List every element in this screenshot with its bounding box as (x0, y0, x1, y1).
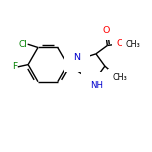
Text: F: F (12, 62, 17, 71)
Text: CH₃: CH₃ (126, 40, 140, 49)
Text: NH: NH (90, 81, 103, 90)
Text: O: O (117, 40, 124, 48)
Text: O: O (102, 26, 110, 35)
Text: N: N (73, 53, 80, 62)
Text: Cl: Cl (18, 40, 27, 49)
Text: CH₃: CH₃ (112, 73, 127, 82)
